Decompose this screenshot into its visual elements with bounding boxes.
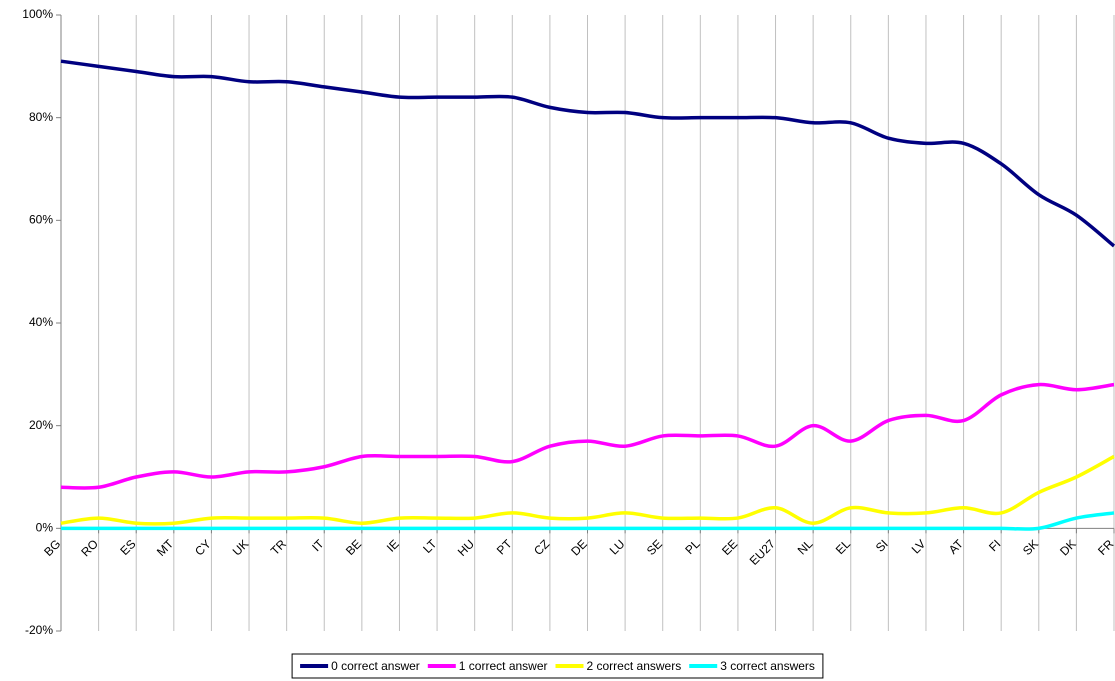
x-tick-label: SE (644, 537, 665, 558)
y-tick-label: 40% (29, 315, 53, 329)
legend: 0 correct answer 1 correct answer 2 correc… (291, 653, 824, 679)
y-tick-label: 20% (29, 418, 53, 432)
y-tick-label: 100% (22, 7, 53, 21)
x-tick-label: EU27 (747, 537, 778, 568)
legend-label: 3 correct answers (720, 659, 815, 673)
x-tick-label: SK (1020, 537, 1041, 558)
x-tick-label: LU (607, 537, 628, 558)
series-line (60, 511, 1115, 531)
y-tick-label: 60% (29, 213, 53, 227)
x-tick-label: RO (78, 537, 101, 560)
x-tick-label: BE (343, 537, 364, 558)
x-tick-label: CZ (531, 537, 552, 558)
x-tick-label: DK (1057, 537, 1079, 559)
y-tick-label: 80% (29, 110, 53, 124)
x-tick-label: EE (719, 537, 740, 558)
x-tick-label: CY (192, 537, 214, 559)
x-tick-label: FR (1095, 537, 1115, 558)
x-tick-label: BG (41, 537, 63, 559)
x-tick-label: HU (455, 537, 477, 559)
x-tick-label: ES (117, 537, 138, 558)
x-tick-label: LV (909, 537, 929, 557)
x-tick-label: TR (268, 537, 289, 558)
series-line (60, 382, 1115, 490)
x-tick-label: UK (230, 537, 252, 559)
legend-label: 0 correct answer (331, 659, 420, 673)
y-tick-label: 0% (36, 521, 54, 535)
series-line (60, 454, 1115, 526)
x-tick-label: NL (795, 537, 816, 558)
x-tick-label: MT (154, 536, 177, 559)
legend-label: 1 correct answer (459, 659, 548, 673)
y-tick-label: -20% (25, 623, 53, 637)
x-tick-label: DE (568, 537, 590, 559)
legend-label: 2 correct answers (587, 659, 682, 673)
series-line (60, 59, 1115, 248)
